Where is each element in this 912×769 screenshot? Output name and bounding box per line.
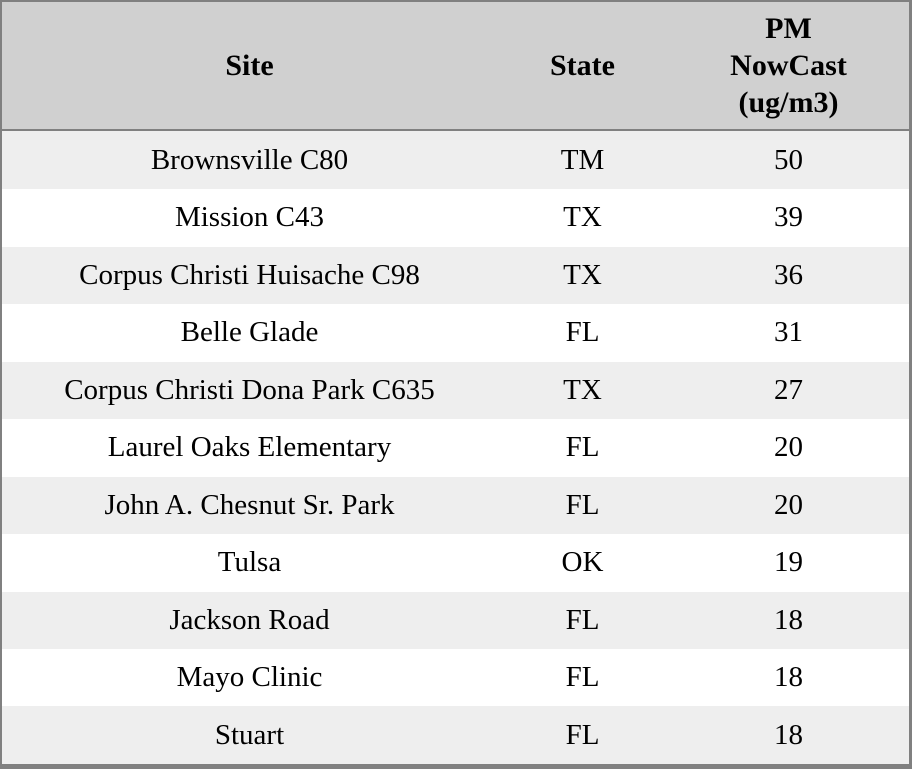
state-cell: FL	[565, 431, 600, 464]
state-cell: FL	[565, 316, 600, 349]
state-cell: FL	[565, 661, 600, 694]
state-cell: FL	[565, 603, 600, 636]
state-cell: FL	[565, 488, 600, 521]
table-row: Stuart FL 18	[2, 706, 909, 764]
col-header-pm-nowcast: PM NowCast (ug/m3)	[668, 2, 909, 131]
table-row: Brownsville C80 TM 50	[2, 130, 909, 190]
col-header-site: Site	[2, 2, 497, 131]
site-cell: Stuart	[214, 718, 285, 751]
pm-value-cell: 18	[774, 718, 803, 751]
pm-header-line: (ug/m3)	[738, 86, 839, 119]
pm-value-cell: 39	[774, 201, 803, 234]
site-cell: Mission C43	[174, 201, 325, 234]
col-header-state: State	[497, 2, 668, 131]
state-cell: OK	[561, 546, 604, 579]
pm-value-cell: 18	[774, 661, 803, 694]
pm-header-line: NowCast	[730, 49, 847, 82]
site-cell: John A. Chesnut Sr. Park	[104, 488, 395, 521]
pm-value-cell: 20	[774, 431, 803, 464]
table-row: Jackson Road FL 18	[2, 591, 909, 649]
site-cell: Mayo Clinic	[176, 661, 323, 694]
pm-value-cell: 20	[774, 488, 803, 521]
table-row: Corpus Christi Dona Park C635 TX 27	[2, 361, 909, 420]
site-cell: Tulsa	[217, 546, 282, 579]
table-row: Laurel Oaks Elementary FL 20	[2, 419, 909, 477]
pm-header-line: PM	[765, 12, 812, 45]
state-cell: TX	[563, 373, 602, 406]
table-row: Corpus Christi Huisache C98 TX 36	[2, 246, 909, 305]
table-row: Tulsa OK 19	[2, 534, 909, 592]
site-cell: Laurel Oaks Elementary	[107, 431, 392, 464]
table-row: Belle Glade FL 31	[2, 304, 909, 362]
site-cell: Belle Glade	[180, 316, 319, 349]
state-cell: TX	[563, 201, 602, 234]
site-cell: Corpus Christi Huisache C98	[79, 258, 420, 291]
state-cell: FL	[565, 718, 600, 751]
table-row: Mayo Clinic FL 18	[2, 648, 909, 707]
pm-value-cell: 50	[774, 143, 803, 176]
pm-value-cell: 18	[774, 603, 803, 636]
state-cell: TX	[563, 258, 602, 291]
site-cell: Jackson Road	[169, 603, 330, 636]
pm-value-cell: 19	[774, 546, 803, 579]
header-row: Site State PM NowCast (ug/m3)	[2, 2, 909, 131]
site-cell: Corpus Christi Dona Park C635	[64, 373, 435, 406]
pm-value-cell: 36	[774, 258, 803, 291]
state-cell: TM	[560, 143, 605, 176]
pm-value-cell: 27	[774, 373, 803, 406]
pm-value-cell: 31	[774, 316, 803, 349]
site-cell: Brownsville C80	[150, 143, 349, 176]
table-row: John A. Chesnut Sr. Park FL 20	[2, 476, 909, 535]
table-row: Mission C43 TX 39	[2, 189, 909, 247]
